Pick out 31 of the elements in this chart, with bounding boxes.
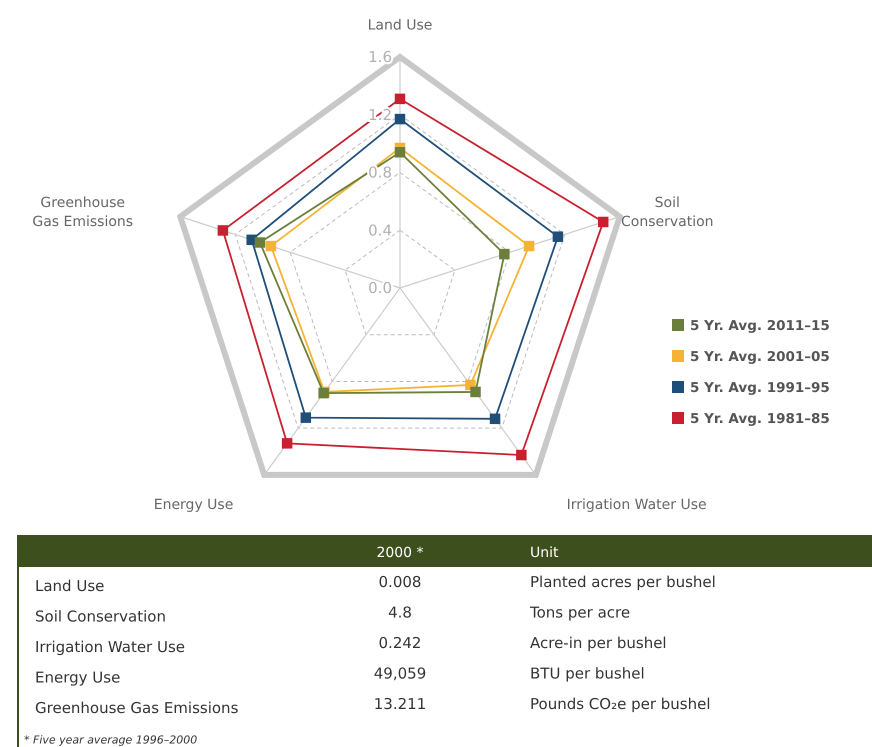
text: Planted acres per bushel — [530, 573, 716, 591]
text: Irrigation Water Use — [35, 638, 186, 656]
text: Unit — [530, 545, 560, 561]
text: Land Use — [35, 577, 104, 595]
text: Tons per acre — [529, 604, 630, 622]
spoke-label: Greenhouse Gas Emissions — [32, 194, 134, 230]
text: * Five year average 1996–2000 — [24, 734, 198, 746]
spoke-label: Land Use — [368, 18, 432, 34]
text: BTU per bushel — [530, 664, 645, 682]
text: 13.211 — [374, 695, 426, 713]
text: Acre-in per bushel — [530, 634, 667, 652]
text: 0.008 — [378, 573, 422, 591]
legend-label: 5 Yr. Avg. 1991–95 — [690, 380, 830, 396]
spoke-label: Soil Conservation — [620, 194, 714, 230]
text: Greenhouse Gas Emissions — [35, 699, 239, 717]
y-tick-label: 1.6 — [368, 48, 392, 66]
spoke-label: Irrigation Water Use — [566, 496, 707, 513]
text: Soil Conservation — [35, 608, 166, 626]
spoke-label: Energy Use — [154, 496, 234, 513]
text: Energy Use — [35, 668, 120, 686]
y-tick-label: 0.0 — [368, 279, 392, 297]
text: Pounds CO₂e per bushel — [530, 695, 711, 713]
y-tick-label: 0.8 — [368, 164, 392, 182]
legend-label: 5 Yr. Avg. 2011–15 — [690, 318, 830, 334]
text: 0.242 — [378, 634, 422, 652]
text: 2000 * — [376, 545, 424, 561]
text: 49,059 — [374, 664, 426, 682]
legend-label: 5 Yr. Avg. 2001–05 — [690, 349, 830, 365]
text: 4.8 — [388, 604, 412, 622]
y-tick-label: 0.4 — [368, 221, 392, 240]
legend-label: 5 Yr. Avg. 1981–85 — [690, 411, 830, 427]
